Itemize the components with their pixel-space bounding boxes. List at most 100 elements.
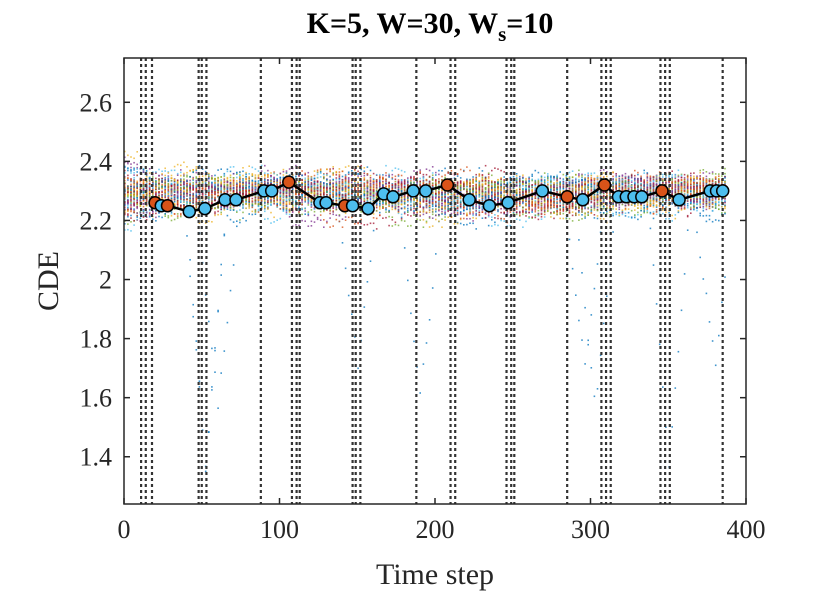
scatter-point — [425, 221, 428, 224]
scatter-point — [295, 182, 297, 185]
scatter-point — [562, 217, 565, 220]
scatter-point — [714, 200, 717, 202]
scatter-point — [643, 209, 645, 211]
scatter-point — [627, 211, 630, 214]
scatter-point — [124, 156, 126, 159]
scatter-point — [630, 179, 633, 182]
scatter-point — [690, 189, 692, 191]
scatter-point — [239, 219, 241, 221]
scatter-point — [531, 178, 533, 181]
scatter-point — [186, 194, 188, 196]
scatter-point — [251, 182, 254, 184]
scatter-point — [267, 206, 269, 209]
scatter-point — [428, 226, 431, 228]
scatter-point — [459, 203, 462, 205]
scatter-point — [618, 188, 621, 191]
scatter-point — [711, 178, 714, 180]
scatter-point — [484, 178, 487, 181]
scatter-point — [267, 208, 269, 210]
scatter-point — [655, 213, 658, 216]
scatter-point — [351, 313, 353, 315]
scatter-point — [463, 224, 465, 226]
scatter-point — [316, 169, 319, 172]
scatter-point — [671, 220, 673, 222]
scatter-point — [472, 176, 474, 178]
scatter-point — [674, 214, 677, 216]
scatter-point — [690, 172, 692, 175]
scatter-point — [593, 217, 596, 219]
scatter-point — [643, 210, 645, 212]
scatter-point — [204, 470, 207, 473]
scatter-point — [301, 208, 303, 211]
scatter-point — [612, 212, 614, 215]
scatter-point — [226, 208, 229, 210]
scatter-point — [319, 194, 322, 197]
scatter-point — [270, 204, 272, 206]
scatter-point — [130, 183, 132, 186]
scatter-point — [425, 173, 428, 176]
scatter-point — [531, 205, 533, 208]
scatter-point — [562, 204, 565, 207]
scatter-point — [192, 303, 194, 306]
scatter-point — [612, 204, 614, 207]
scatter-point — [173, 200, 176, 202]
scatter-point — [487, 215, 490, 218]
scatter-point — [335, 206, 338, 209]
scatter-point — [288, 168, 291, 170]
scatter-point — [248, 177, 250, 179]
scatter-point — [242, 207, 244, 209]
scatter-point — [347, 188, 350, 190]
scatter-point — [475, 195, 477, 198]
scatter-point — [419, 182, 421, 184]
scatter-point — [475, 180, 477, 183]
scatter-point — [136, 181, 138, 184]
scatter-point — [438, 169, 440, 172]
scatter-point — [543, 203, 546, 205]
scatter-point — [310, 192, 313, 195]
scatter-point — [379, 176, 381, 179]
scatter-point — [596, 201, 599, 204]
scatter-point — [419, 392, 421, 394]
scatter-point — [248, 213, 250, 215]
scatter-point — [459, 222, 462, 225]
scatter-point — [453, 223, 456, 225]
scatter-point — [640, 216, 642, 218]
scatter-point — [481, 174, 484, 176]
scatter-point — [556, 208, 558, 210]
scatter-point — [519, 205, 521, 207]
scatter-point — [606, 210, 608, 213]
scatter-point — [478, 175, 481, 177]
scatter-point — [649, 211, 652, 214]
scatter-point — [375, 189, 378, 192]
scatter-point — [363, 174, 366, 177]
scatter-point — [503, 189, 505, 192]
scatter-point — [344, 166, 347, 168]
scatter-point — [568, 182, 571, 185]
scatter-point — [335, 170, 338, 173]
scatter-point — [403, 179, 406, 182]
scatter-point — [307, 187, 310, 189]
scatter-point — [248, 165, 250, 167]
scatter-point — [550, 202, 552, 205]
scatter-point — [444, 167, 446, 170]
scatter-point — [394, 178, 397, 181]
scatter-point — [363, 172, 366, 175]
scatter-point — [565, 210, 568, 213]
scatter-point — [152, 187, 154, 189]
scatter-point — [422, 173, 425, 176]
scatter-point — [170, 194, 173, 197]
chart-title-suffix: =10 — [506, 7, 553, 40]
scatter-point — [145, 174, 148, 177]
scatter-point — [130, 221, 132, 223]
scatter-point — [232, 177, 235, 179]
scatter-point — [130, 202, 132, 205]
scatter-point — [375, 190, 378, 192]
scatter-point — [609, 200, 611, 202]
scatter-point — [413, 170, 415, 172]
scatter-point — [363, 192, 366, 195]
scatter-point — [671, 170, 673, 172]
scatter-point — [450, 170, 453, 172]
scatter-point — [702, 169, 705, 171]
scatter-point — [229, 204, 232, 207]
